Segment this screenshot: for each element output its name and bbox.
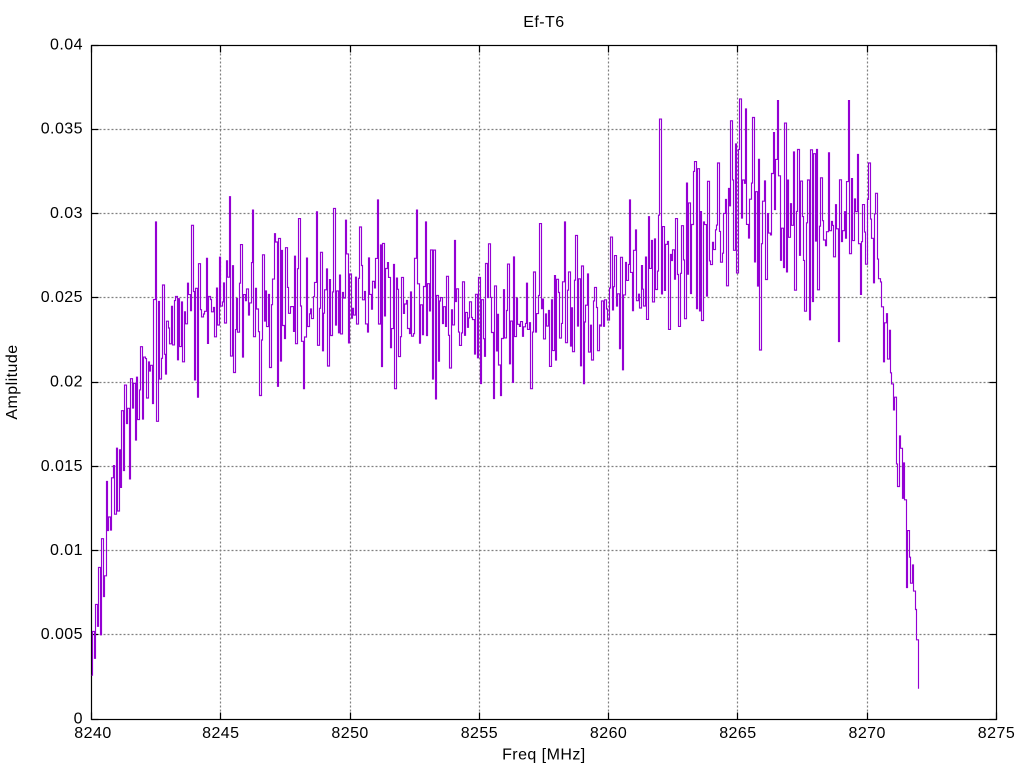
svg-text:8270: 8270	[848, 725, 885, 742]
svg-text:Freq [MHz]: Freq [MHz]	[502, 747, 586, 764]
svg-text:8265: 8265	[719, 725, 756, 742]
svg-text:0.025: 0.025	[41, 289, 83, 306]
svg-text:8275: 8275	[978, 725, 1015, 742]
svg-text:8240: 8240	[74, 725, 111, 742]
svg-text:Ef-T6: Ef-T6	[523, 14, 564, 31]
svg-text:0.04: 0.04	[50, 37, 83, 54]
svg-text:8250: 8250	[331, 725, 368, 742]
svg-text:0.02: 0.02	[50, 374, 83, 391]
svg-text:8245: 8245	[202, 725, 239, 742]
svg-text:Amplitude: Amplitude	[4, 344, 21, 419]
svg-text:0.01: 0.01	[50, 542, 83, 559]
svg-text:0.03: 0.03	[50, 205, 83, 222]
svg-text:0: 0	[74, 711, 83, 728]
svg-text:8255: 8255	[461, 725, 498, 742]
svg-text:8260: 8260	[590, 725, 627, 742]
svg-text:0.035: 0.035	[41, 121, 83, 138]
svg-text:0.015: 0.015	[41, 458, 83, 475]
svg-text:0.005: 0.005	[41, 626, 83, 643]
